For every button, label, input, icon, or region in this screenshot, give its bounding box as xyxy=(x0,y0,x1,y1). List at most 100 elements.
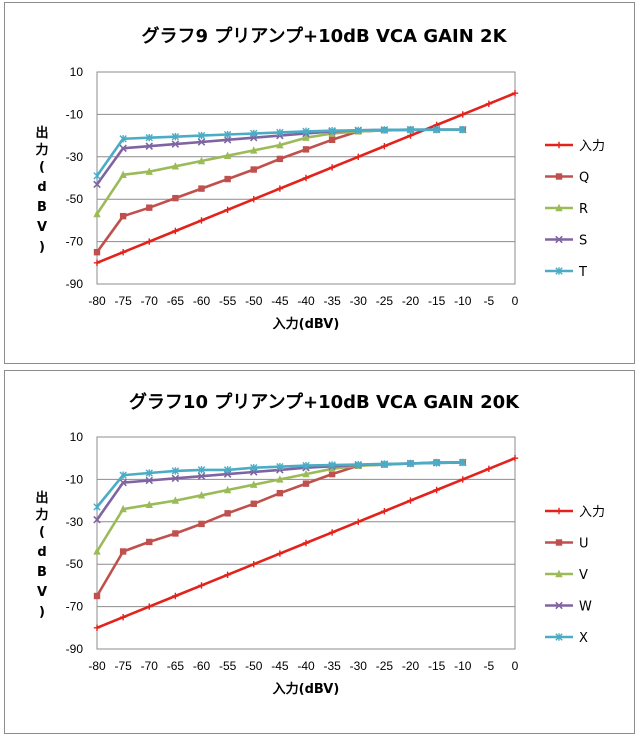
data-point xyxy=(93,515,101,524)
legend-label: W xyxy=(579,600,592,615)
legend-label: Q xyxy=(579,171,589,186)
data-point xyxy=(485,100,493,107)
x-axis-title: 入力(dBV) xyxy=(273,681,340,697)
legend-label: U xyxy=(579,537,589,552)
x-tick-label: -65 xyxy=(167,659,185,673)
y-tick-label: 10 xyxy=(70,65,84,79)
data-point xyxy=(302,174,310,182)
data-point xyxy=(119,548,127,555)
legend-item-w: W xyxy=(545,600,592,615)
data-point xyxy=(302,469,310,478)
data-point xyxy=(432,125,441,134)
y-axis-title: 出力 (dBV) xyxy=(35,490,48,620)
data-point xyxy=(197,472,206,480)
data-point xyxy=(197,491,206,499)
series-input xyxy=(93,90,519,266)
chart-2: グラフ10 プリアンプ+10dB VCA GAIN 20K10-10-30-50… xyxy=(35,391,605,697)
y-axis-title-char: V xyxy=(37,585,47,600)
x-tick-label: -70 xyxy=(141,659,159,673)
data-point xyxy=(406,459,415,468)
data-point xyxy=(172,530,179,537)
data-point xyxy=(276,489,284,497)
data-point xyxy=(302,461,310,470)
data-point xyxy=(276,185,284,192)
x-tick-label: -5 xyxy=(484,294,495,308)
data-point xyxy=(250,464,258,472)
x-tick-label: -45 xyxy=(271,294,289,308)
x-tick-labels: -80 -75 -70 -65 -60 -55 -50 -45 -40 -35 -30 -25 -20-… xyxy=(88,294,518,308)
x-tick-label: -30 xyxy=(350,659,368,673)
data-point xyxy=(328,164,336,171)
x-tick-label: -30 xyxy=(350,294,368,308)
data-point xyxy=(276,462,284,471)
legend-item-s: S xyxy=(545,234,587,249)
data-point xyxy=(302,480,310,487)
data-point xyxy=(146,538,153,546)
data-point xyxy=(145,142,154,150)
data-point xyxy=(119,212,127,220)
y-axis-title: 出力 (dBV) xyxy=(35,125,48,255)
legend: 入力 U V W X xyxy=(545,505,605,646)
data-point xyxy=(511,455,519,462)
data-point xyxy=(172,194,179,202)
data-point xyxy=(119,135,127,143)
x-tick-label: -35 xyxy=(323,659,341,673)
data-point xyxy=(459,458,467,467)
data-point xyxy=(224,206,231,213)
y-axis-title-char: ( xyxy=(39,525,45,540)
data-point xyxy=(355,153,362,160)
y-axis-title-char: ( xyxy=(39,160,45,175)
data-point xyxy=(223,130,232,139)
y-axis-title-char: 出 xyxy=(35,125,48,141)
x-tick-label: -15 xyxy=(428,294,446,308)
data-point xyxy=(433,486,440,494)
data-point xyxy=(354,460,362,469)
x-tick-label: -60 xyxy=(193,659,211,673)
data-point xyxy=(171,496,180,504)
data-point xyxy=(276,475,284,483)
y-axis-title-char: B xyxy=(37,200,47,215)
data-point xyxy=(197,138,206,146)
gridlines xyxy=(97,436,515,650)
legend-marker xyxy=(555,569,563,578)
data-point xyxy=(93,547,101,555)
legend-label: V xyxy=(579,568,588,583)
data-point xyxy=(250,500,257,507)
x-tick-label: 0 xyxy=(512,659,519,673)
y-axis-title-char: d xyxy=(37,545,46,560)
data-point xyxy=(354,126,362,134)
data-point xyxy=(328,470,336,478)
data-point xyxy=(250,146,258,154)
data-point xyxy=(119,504,127,513)
data-point xyxy=(223,151,232,159)
data-point xyxy=(198,217,205,224)
data-point xyxy=(328,461,336,469)
data-point xyxy=(381,508,388,515)
data-point xyxy=(93,180,101,189)
x-tick-label: -25 xyxy=(376,294,394,308)
legend-marker xyxy=(555,173,563,180)
data-point xyxy=(223,485,232,494)
y-axis-title-char: d xyxy=(37,180,46,195)
data-point xyxy=(432,459,441,467)
x-tick-label: -25 xyxy=(376,659,394,673)
legend-item-u: U xyxy=(545,537,589,552)
y-axis-title-char: 出 xyxy=(35,490,48,506)
data-point xyxy=(328,127,336,135)
y-tick-label: -10 xyxy=(66,472,84,486)
data-point xyxy=(171,162,180,170)
data-point xyxy=(93,503,101,511)
data-point xyxy=(485,465,493,472)
chart-panel-1: グラフ9 プリアンプ+10dB VCA GAIN 2K 10 -10 -30 -50 -7… xyxy=(4,2,635,364)
x-tick-label: -75 xyxy=(114,659,132,673)
legend-label: S xyxy=(579,234,587,249)
legend-label: X xyxy=(579,631,588,646)
data-point xyxy=(380,126,389,134)
x-tick-label: 0 xyxy=(512,294,519,308)
data-point xyxy=(146,603,153,610)
data-point xyxy=(224,571,231,578)
legend-item-r: R xyxy=(545,202,588,217)
y-tick-label: -30 xyxy=(66,515,84,529)
data-point xyxy=(407,132,414,139)
y-axis-title-char: ) xyxy=(39,605,45,620)
